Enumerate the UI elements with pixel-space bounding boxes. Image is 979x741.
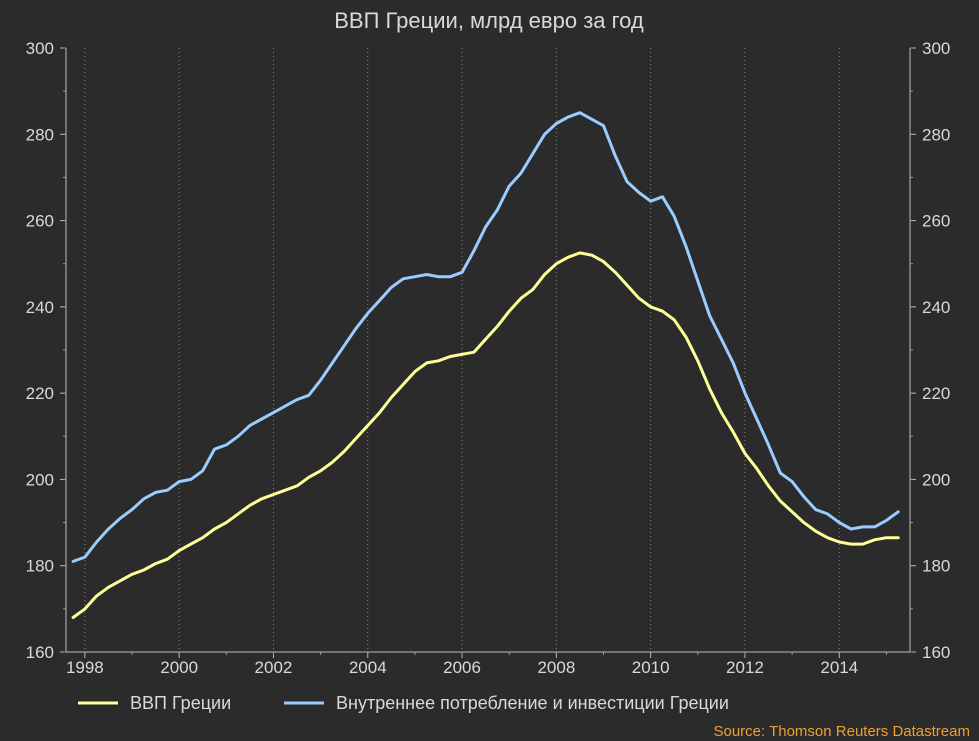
chart-title: ВВП Греции, млрд евро за год	[334, 8, 644, 33]
series-line-domestic-demand	[71, 111, 900, 563]
y-tick-label-right: 200	[922, 470, 950, 489]
y-tick-label-left: 280	[26, 125, 54, 144]
y-tick-label-right: 180	[922, 557, 950, 576]
legend-label: ВВП Греции	[130, 693, 231, 713]
y-tick-label-right: 280	[922, 125, 950, 144]
y-tick-label-left: 260	[26, 212, 54, 231]
y-tick-label-left: 180	[26, 557, 54, 576]
legend-item-domestic-demand: Внутреннее потребление и инвестиции Грец…	[284, 693, 729, 713]
source-note: Source: Thomson Reuters Datastream	[713, 723, 970, 740]
y-tick-label-left: 220	[26, 384, 54, 403]
y-tick-label-right: 160	[922, 643, 950, 662]
legend-item-gdp: ВВП Греции	[78, 693, 231, 713]
x-tick-label: 2006	[443, 658, 481, 677]
legend-label: Внутреннее потребление и инвестиции Грец…	[336, 693, 729, 713]
x-tick-label: 2004	[349, 658, 387, 677]
legend: ВВП Греции Внутреннее потребление и инвес…	[78, 693, 729, 713]
x-tick-label: 2008	[537, 658, 575, 677]
x-tick-label: 2002	[255, 658, 293, 677]
y-tick-label-right: 300	[922, 39, 950, 58]
grid-lines	[84, 48, 840, 652]
y-tick-label-right: 220	[922, 384, 950, 403]
y-tick-label-right: 260	[922, 212, 950, 231]
x-tick-label: 2014	[820, 658, 858, 677]
y-tick-label-left: 240	[26, 298, 54, 317]
axes: 1998 2000 2002 2004 2006 2008 2010 2012 2014 160 1…	[26, 39, 951, 677]
series-line-gdp	[71, 251, 900, 619]
y-tick-label-left: 300	[26, 39, 54, 58]
x-tick-label: 2012	[726, 658, 764, 677]
x-tick-label: 2000	[160, 658, 198, 677]
data-series	[71, 111, 900, 619]
y-tick-label-left: 200	[26, 470, 54, 489]
y-tick-label-left: 160	[26, 643, 54, 662]
x-tick-label: 1998	[66, 658, 104, 677]
x-tick-label: 2010	[632, 658, 670, 677]
y-tick-label-right: 240	[922, 298, 950, 317]
